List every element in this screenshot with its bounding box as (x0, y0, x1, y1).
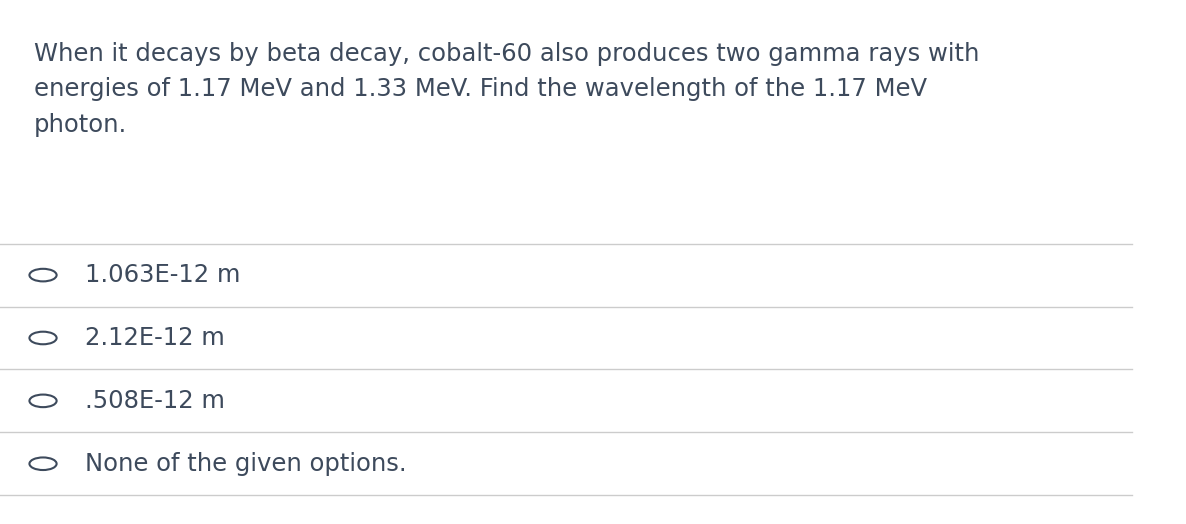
Text: None of the given options.: None of the given options. (85, 452, 407, 476)
Text: 2.12E-12 m: 2.12E-12 m (85, 326, 224, 350)
Text: 1.063E-12 m: 1.063E-12 m (85, 263, 241, 287)
Text: .508E-12 m: .508E-12 m (85, 389, 225, 413)
Text: When it decays by beta decay, cobalt-60 also produces two gamma rays with
energi: When it decays by beta decay, cobalt-60 … (34, 42, 980, 137)
